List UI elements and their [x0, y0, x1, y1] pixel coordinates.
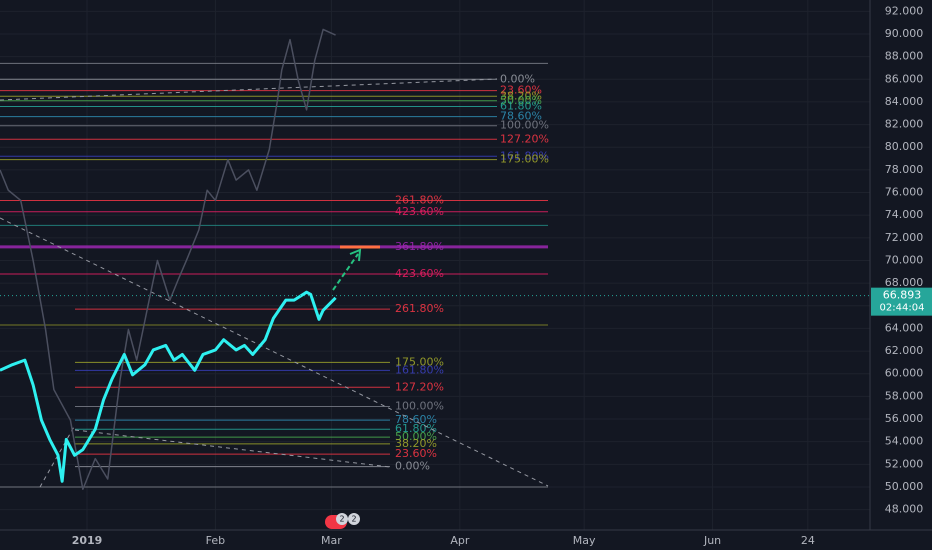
y-tick-label: 62.000	[885, 344, 924, 357]
event-count: 2	[339, 515, 344, 524]
y-tick-label: 58.000	[885, 389, 924, 402]
y-tick-label: 72.000	[885, 231, 924, 244]
y-tick-label: 50.000	[885, 480, 924, 493]
y-tick-label: 76.000	[885, 186, 924, 199]
trend-line	[0, 217, 549, 487]
x-tick-label: Jun	[703, 534, 721, 547]
fib-label: 50.00%	[500, 94, 542, 107]
x-tick-label: 24	[801, 534, 815, 547]
arrow-head	[349, 248, 362, 262]
trend-line	[0, 78, 498, 101]
x-tick-label: Apr	[450, 534, 470, 547]
fib-label: 0.00%	[500, 72, 535, 85]
projection-arrow	[332, 253, 359, 291]
fib-label: 78.60%	[500, 110, 542, 123]
fib-label: 261.80%	[395, 302, 444, 315]
y-tick-label: 74.000	[885, 208, 924, 221]
y-tick-label: 84.000	[885, 95, 924, 108]
fib-label: 161.80%	[395, 363, 444, 376]
y-tick-label: 92.000	[885, 4, 924, 17]
event-badge[interactable]	[336, 513, 348, 525]
y-tick-label: 88.000	[885, 50, 924, 63]
fib-label: 23.60%	[500, 84, 542, 97]
y-tick-label: 48.000	[885, 503, 924, 516]
fib-label: 161.80%	[500, 149, 549, 162]
price-axis	[870, 0, 932, 550]
fib-label: 127.20%	[395, 380, 444, 393]
y-tick-label: 80.000	[885, 140, 924, 153]
x-tick-label: 2019	[72, 534, 103, 547]
event-count: 2	[351, 515, 356, 524]
event-badge[interactable]	[348, 513, 360, 525]
y-tick-label: 86.000	[885, 72, 924, 85]
y-tick-label: 82.000	[885, 118, 924, 131]
fib-label: 50.00%	[395, 430, 437, 443]
y-tick-label: 90.000	[885, 27, 924, 40]
grid	[0, 0, 870, 530]
fib-label: 361.80%	[395, 240, 444, 253]
fib-label: 61.80%	[500, 99, 542, 112]
y-tick-label: 68.000	[885, 276, 924, 289]
levels: 0.00%23.60%38.20%50.00%61.80%78.60%100.0…	[0, 62, 549, 488]
fib-label: 100.00%	[500, 119, 549, 132]
y-tick-label: 54.000	[885, 435, 924, 448]
fib-label: 423.60%	[395, 205, 444, 218]
price-line	[0, 290, 337, 483]
fib-label: 175.00%	[395, 355, 444, 368]
fib-label: 261.80%	[395, 193, 444, 206]
last-price-tag	[871, 287, 932, 316]
y-tick-label: 64.000	[885, 321, 924, 334]
fib-label: 38.20%	[500, 89, 542, 102]
series	[0, 28, 870, 490]
y-tick-label: 60.000	[885, 367, 924, 380]
x-tick-label: Feb	[206, 534, 225, 547]
x-tick-label: Mar	[321, 534, 342, 547]
y-tick-label: 78.000	[885, 163, 924, 176]
fib-label: 0.00%	[395, 460, 430, 473]
fib-label: 100.00%	[395, 400, 444, 413]
price-line	[0, 28, 336, 490]
fib-label: 127.20%	[500, 132, 549, 145]
y-tick-label: 70.000	[885, 253, 924, 266]
fib-label: 38.20%	[395, 437, 437, 450]
last-price-label: 66.893	[883, 289, 922, 302]
fib-label: 423.60%	[395, 267, 444, 280]
y-tick-label: 52.000	[885, 457, 924, 470]
fib-label: 23.60%	[395, 447, 437, 460]
countdown-label: 02:44:04	[880, 303, 925, 314]
fib-label: 61.80%	[395, 422, 437, 435]
fib-label: 175.00%	[500, 153, 549, 166]
y-tick-label: 56.000	[885, 412, 924, 425]
x-tick-label: May	[573, 534, 596, 547]
trend-line	[74, 429, 391, 468]
axes: 48.000 50.000 52.000 54.000 56.000 58.000 60.0…	[72, 4, 932, 547]
